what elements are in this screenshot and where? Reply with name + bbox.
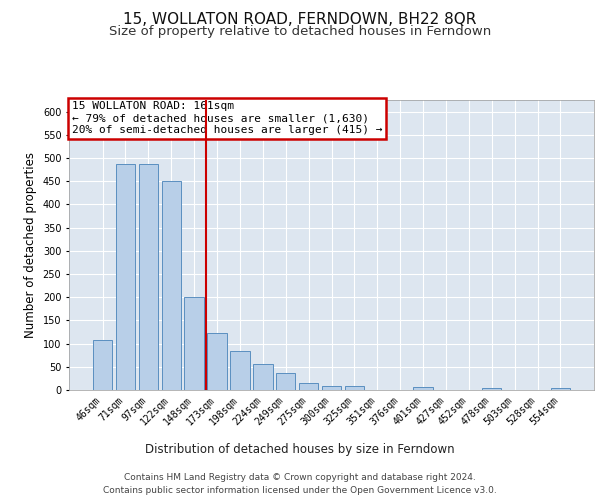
Bar [253, 364, 272, 390]
Bar [299, 383, 319, 390]
Text: Size of property relative to detached houses in Ferndown: Size of property relative to detached ho… [109, 25, 491, 38]
Bar [276, 373, 295, 390]
Text: Contains public sector information licensed under the Open Government Licence v3: Contains public sector information licen… [103, 486, 497, 495]
Text: Distribution of detached houses by size in Ferndown: Distribution of detached houses by size … [145, 442, 455, 456]
Bar [413, 387, 433, 390]
Bar [139, 164, 158, 390]
Bar [322, 386, 341, 390]
Bar [116, 164, 135, 390]
Bar [208, 333, 227, 390]
Text: 15 WOLLATON ROAD: 161sqm
← 79% of detached houses are smaller (1,630)
20% of sem: 15 WOLLATON ROAD: 161sqm ← 79% of detach… [71, 102, 382, 134]
Text: 15, WOLLATON ROAD, FERNDOWN, BH22 8QR: 15, WOLLATON ROAD, FERNDOWN, BH22 8QR [124, 12, 476, 28]
Bar [551, 388, 570, 390]
Bar [161, 181, 181, 390]
Bar [230, 352, 250, 390]
Bar [184, 297, 204, 390]
Bar [482, 388, 502, 390]
Bar [344, 386, 364, 390]
Text: Contains HM Land Registry data © Crown copyright and database right 2024.: Contains HM Land Registry data © Crown c… [124, 472, 476, 482]
Y-axis label: Number of detached properties: Number of detached properties [24, 152, 37, 338]
Bar [93, 340, 112, 390]
